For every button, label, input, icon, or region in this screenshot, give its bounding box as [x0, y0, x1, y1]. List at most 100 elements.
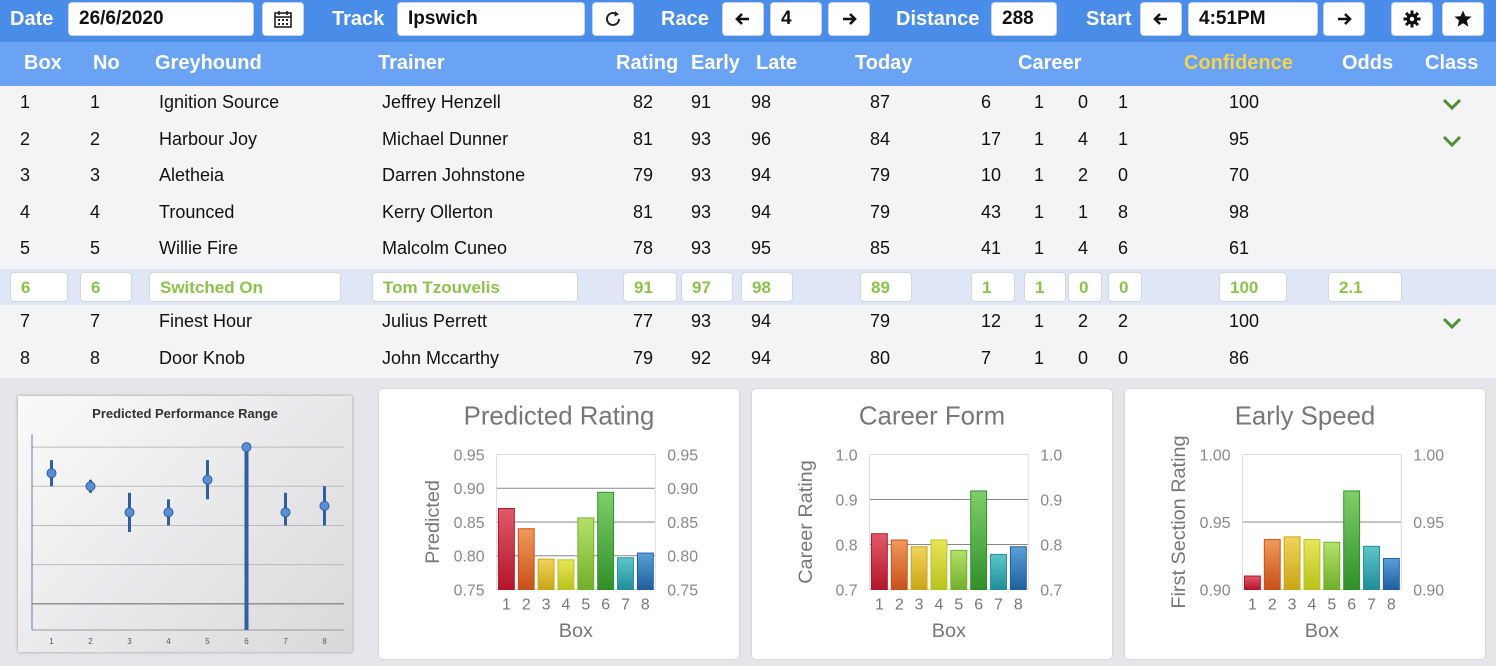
y-tick-label-left: 0.9 [835, 492, 857, 509]
cell-trainer: Michael Dunner [382, 128, 509, 149]
cell-greyhound: Door Knob [159, 347, 246, 368]
col-box[interactable]: Box [24, 52, 62, 74]
x-tick-label: 8 [322, 637, 327, 646]
table-row[interactable]: 2 2 Harbour Joy Michael Dunner 81 93 96 84 17 1 4 1… [0, 123, 1496, 159]
settings-button[interactable] [1391, 2, 1433, 36]
distance-input[interactable] [991, 2, 1057, 36]
cell-c4: 8 [1118, 201, 1129, 222]
col-greyhound[interactable]: Greyhound [155, 52, 262, 74]
arrow-left-icon [1153, 13, 1167, 25]
cell-late: 94 [751, 311, 772, 331]
col-no[interactable]: No [93, 52, 120, 74]
cell-no[interactable]: 6 [80, 271, 132, 302]
x-tick-label: 7 [1367, 596, 1376, 613]
col-rating[interactable]: Rating [616, 52, 679, 74]
col-odds[interactable]: Odds [1342, 52, 1394, 74]
cell-trainer: Kerry Ollerton [382, 201, 494, 222]
cell-c1[interactable]: 1 [971, 271, 1015, 302]
table-row[interactable]: 6 6 Switched On Tom Tzouvelis 91 97 98 89 1 1 0 0 10… [0, 268, 1496, 305]
race-next-button[interactable] [828, 2, 870, 36]
career-form-chart: Career Form 0.7 0.7 0.8 0.8 0.9 0.9 1.0 1.0 1 2 3 4 5… [795, 403, 1063, 642]
y-axis-label: Predicted [422, 480, 444, 564]
y-tick-label-right: 0.7 [1040, 582, 1062, 599]
x-axis-label: Box [932, 620, 966, 642]
cell-greyhound: Finest Hour [159, 311, 253, 331]
col-confidence[interactable]: Confidence [1184, 52, 1293, 74]
x-axis-label: Box [559, 620, 593, 642]
cell-c3: 4 [1078, 128, 1089, 149]
cell-late: 94 [751, 347, 772, 368]
cell-c2: 1 [1034, 128, 1045, 149]
x-tick-label: 4 [1308, 596, 1317, 613]
cell-early: 93 [691, 128, 712, 149]
refresh-button[interactable] [592, 2, 634, 36]
col-trainer[interactable]: Trainer [378, 52, 445, 74]
cell-box: 5 [20, 238, 31, 258]
cell-confidence[interactable]: 100 [1219, 271, 1287, 302]
y-tick-label-left: 0.95 [1200, 515, 1231, 532]
start-prev-button[interactable] [1140, 2, 1182, 36]
col-late[interactable]: Late [756, 52, 798, 74]
col-today[interactable]: Today [855, 52, 913, 74]
x-tick-label: 1 [1248, 596, 1257, 613]
cell-confidence: 70 [1229, 165, 1250, 185]
y-tick-label-right: 0.75 [667, 582, 698, 599]
cell-today[interactable]: 89 [860, 271, 912, 302]
track-label: Track [332, 8, 385, 30]
table-row[interactable]: 3 3 Aletheia Darren Johnstone 79 93 94 79 10 1 2 0 7… [0, 159, 1496, 195]
x-tick-label: 1 [49, 637, 54, 646]
table-row[interactable]: 8 8 Door Knob John Mccarthy 79 92 94 80 7 1 0 0 86 [0, 342, 1496, 378]
x-tick-label: 5 [1327, 596, 1336, 613]
cell-no: 1 [90, 92, 101, 112]
cell-greyhound[interactable]: Switched On [149, 271, 341, 302]
cell-box[interactable]: 6 [10, 271, 68, 302]
cell-today: 87 [870, 92, 891, 112]
cell-c3: 2 [1078, 165, 1089, 185]
cell-rating: 79 [633, 347, 654, 368]
cell-today: 84 [870, 128, 891, 149]
cell-c4[interactable]: 0 [1108, 271, 1142, 302]
cell-early[interactable]: 97 [681, 271, 733, 302]
favorite-button[interactable] [1442, 2, 1484, 36]
cell-no: 4 [90, 201, 101, 222]
col-class[interactable]: Class [1425, 52, 1479, 74]
cell-trainer[interactable]: Tom Tzouvelis [372, 271, 578, 302]
cell-c4: 1 [1118, 92, 1129, 112]
bar-box-6 [597, 491, 615, 591]
cell-greyhound: Trounced [159, 201, 235, 222]
x-tick-label: 6 [1347, 596, 1356, 613]
table-row[interactable]: 1 1 Ignition Source Jeffrey Henzell 82 91 98 87… [0, 86, 1496, 122]
check-icon [1442, 135, 1462, 147]
track-input[interactable] [397, 2, 585, 36]
col-career[interactable]: Career [1018, 52, 1082, 74]
table-row[interactable]: 5 5 Willie Fire Malcolm Cuneo 78 93 95 85 41 1 4 6 6… [0, 232, 1496, 268]
center-point-4 [163, 507, 174, 518]
col-early[interactable]: Early [691, 52, 740, 74]
cell-c3: 2 [1078, 311, 1089, 331]
center-point-3 [124, 507, 135, 518]
cell-late: 94 [751, 201, 772, 222]
start-next-button[interactable] [1323, 2, 1365, 36]
cell-c2[interactable]: 1 [1024, 271, 1066, 302]
date-input[interactable] [68, 2, 254, 36]
bar-box-8 [1009, 546, 1027, 591]
x-tick-label: 5 [205, 637, 210, 646]
cell-rating[interactable]: 91 [623, 271, 677, 302]
race-input[interactable] [770, 2, 822, 36]
cell-c3[interactable]: 0 [1068, 271, 1102, 302]
y-tick-label-right: 0.90 [1413, 582, 1444, 599]
refresh-icon [606, 11, 620, 26]
plot-area [1241, 454, 1402, 591]
center-point-1 [46, 468, 57, 479]
performance-range-plot: Predicted Performance Range 1 2 3 4 5 6 7 8 [31, 406, 344, 646]
calendar-button[interactable] [262, 2, 304, 36]
start-time-input[interactable] [1188, 2, 1318, 36]
race-prev-button[interactable] [722, 2, 764, 36]
table-row[interactable]: 7 7 Finest Hour Julius Perrett 77 93 94 79 12 1 2 2… [0, 305, 1496, 341]
cell-odds[interactable]: 2.1 [1328, 271, 1402, 302]
y-tick-label-left: 0.75 [454, 582, 485, 599]
cell-confidence: 98 [1229, 201, 1250, 222]
cell-late[interactable]: 98 [741, 271, 793, 302]
table-row[interactable]: 4 4 Trounced Kerry Ollerton 81 93 94 79 43 1 1 8 98 [0, 196, 1496, 232]
cell-no: 2 [90, 128, 101, 149]
